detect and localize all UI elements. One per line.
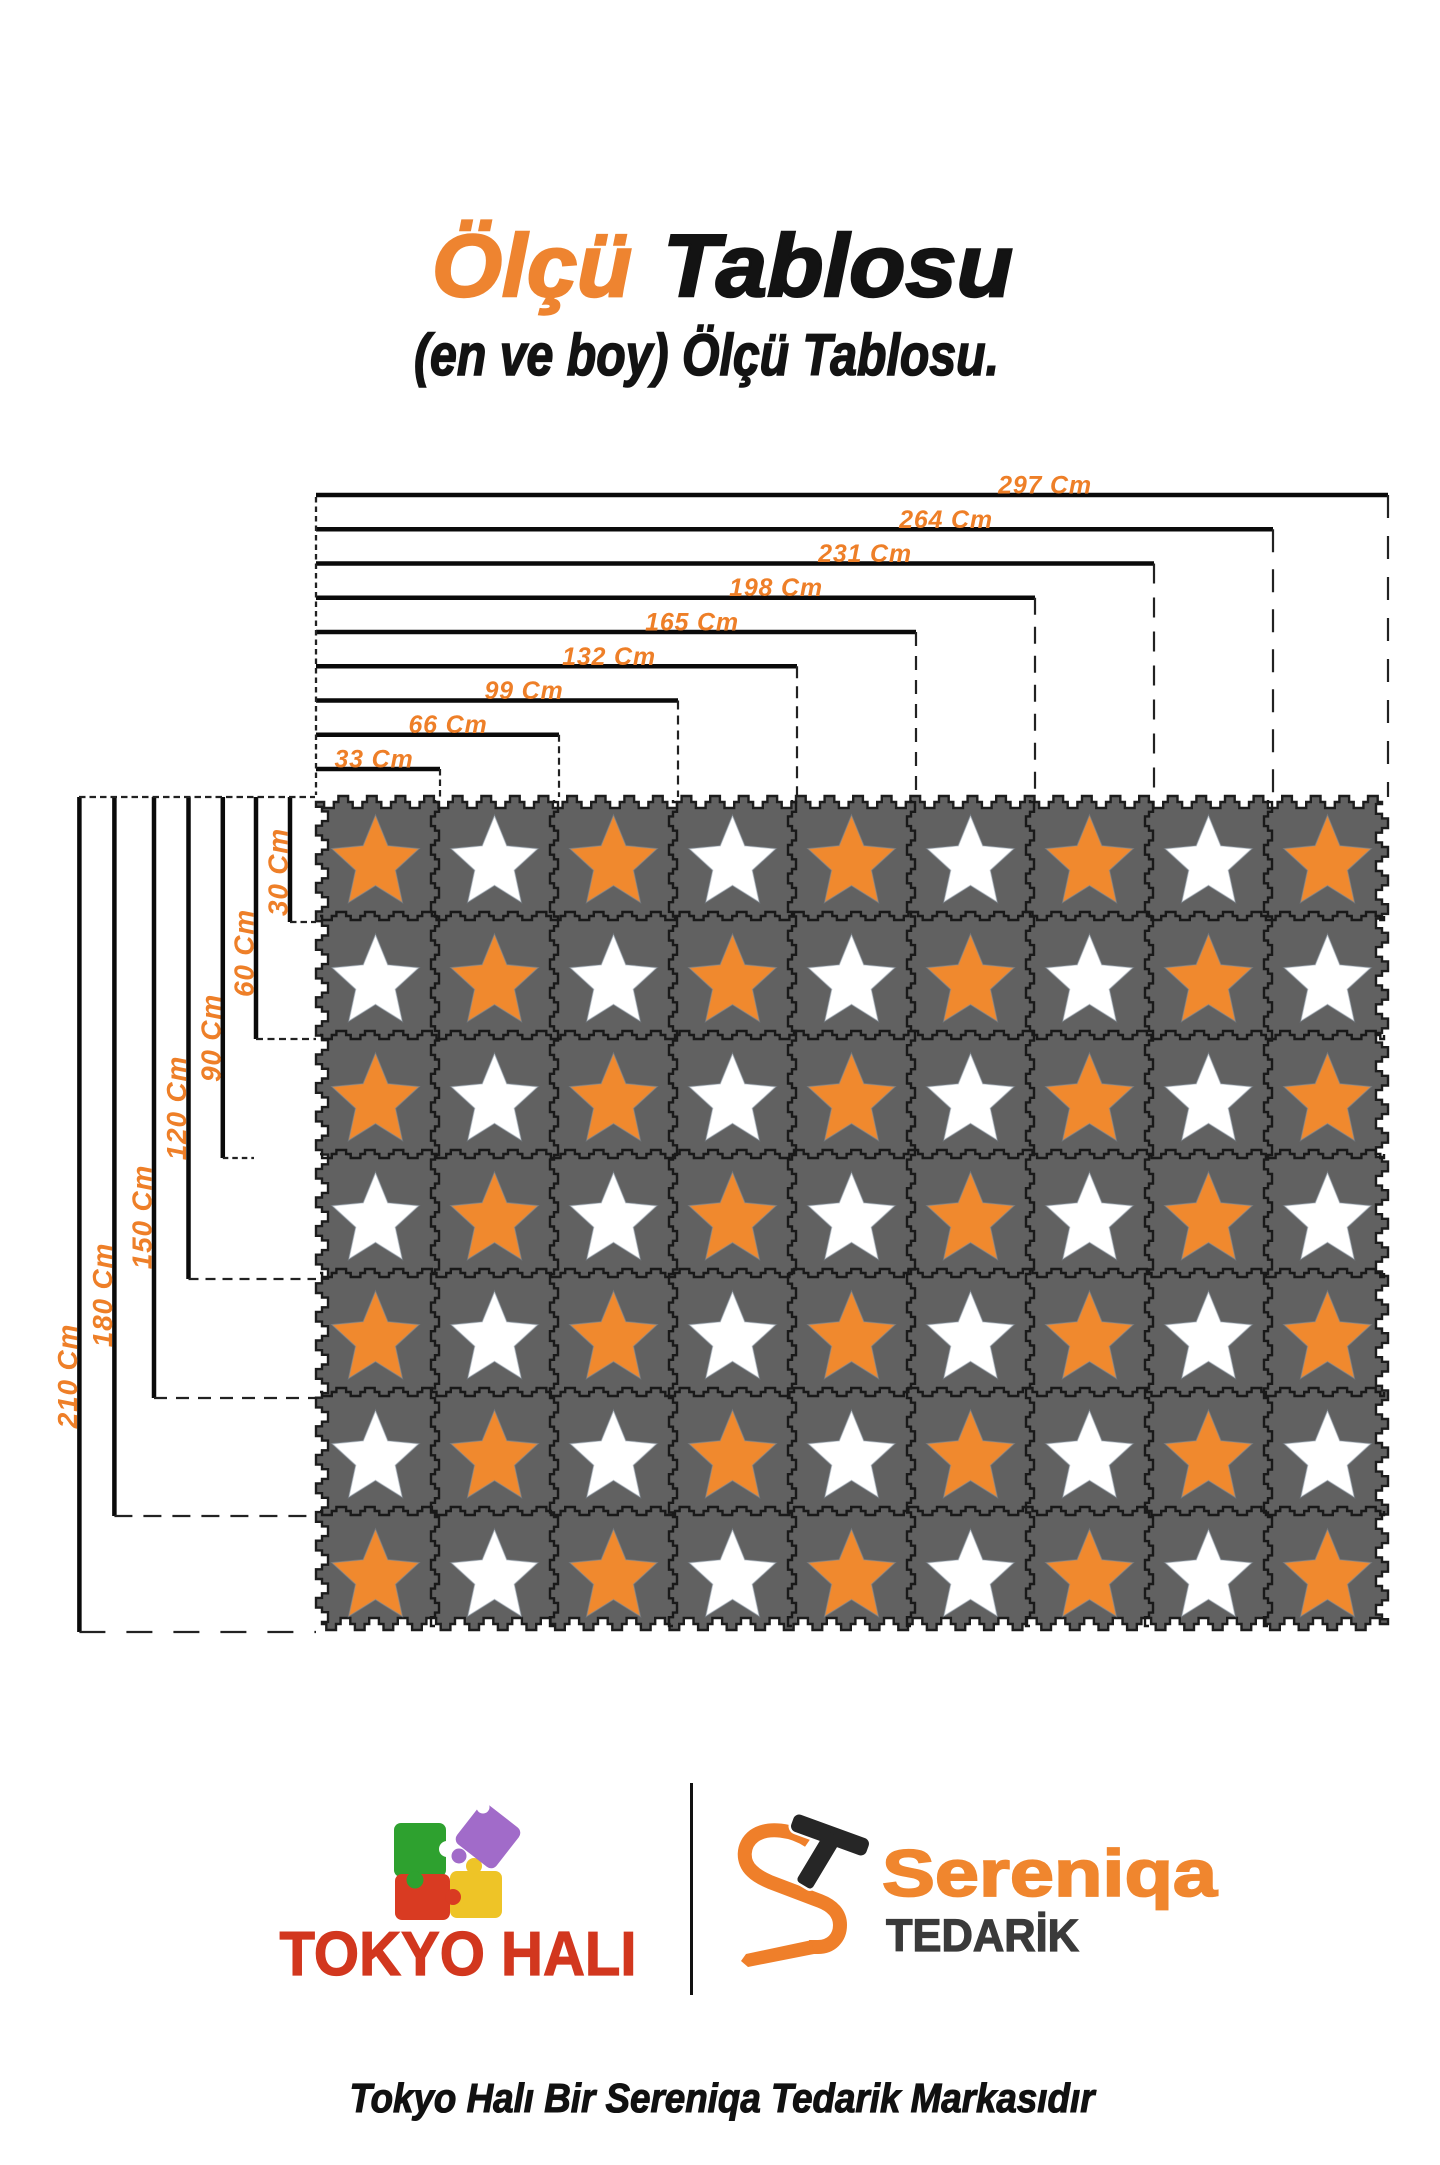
svg-text:198 Cm: 198 Cm bbox=[729, 574, 823, 602]
svg-text:Ölçü: Ölçü bbox=[432, 216, 632, 315]
svg-text:Tokyo Halı Bir Sereniqa Tedari: Tokyo Halı Bir Sereniqa Tedarik Markasıd… bbox=[350, 2075, 1097, 2121]
svg-text:Sereniqa: Sereniqa bbox=[882, 1836, 1219, 1910]
svg-text:132 Cm: 132 Cm bbox=[562, 643, 656, 671]
svg-text:297 Cm: 297 Cm bbox=[997, 472, 1092, 500]
svg-text:150 Cm: 150 Cm bbox=[127, 1165, 158, 1269]
svg-text:TOKYO HALI: TOKYO HALI bbox=[280, 1920, 637, 1989]
svg-text:99 Cm: 99 Cm bbox=[484, 677, 563, 705]
svg-text:264 Cm: 264 Cm bbox=[898, 506, 993, 534]
svg-text:(en ve boy) Ölçü Tablosu.: (en ve boy) Ölçü Tablosu. bbox=[414, 323, 999, 388]
svg-text:TEDARİK: TEDARİK bbox=[886, 1910, 1079, 1961]
svg-text:90 Cm: 90 Cm bbox=[195, 994, 226, 1082]
svg-text:231 Cm: 231 Cm bbox=[817, 540, 912, 568]
svg-text:180 Cm: 180 Cm bbox=[87, 1243, 118, 1347]
svg-text:120 Cm: 120 Cm bbox=[161, 1056, 192, 1160]
svg-text:30 Cm: 30 Cm bbox=[263, 828, 294, 916]
svg-text:60 Cm: 60 Cm bbox=[229, 909, 260, 997]
svg-text:210 Cm: 210 Cm bbox=[52, 1324, 83, 1429]
svg-text:33 Cm: 33 Cm bbox=[334, 746, 413, 774]
svg-text:66 Cm: 66 Cm bbox=[408, 711, 487, 739]
svg-text:165 Cm: 165 Cm bbox=[645, 609, 739, 637]
svg-text:Tablosu: Tablosu bbox=[663, 216, 1013, 315]
